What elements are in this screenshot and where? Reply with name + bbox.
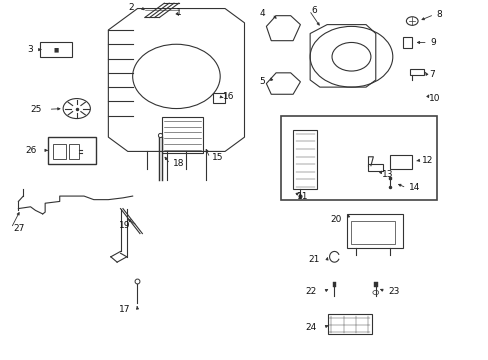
Text: 13: 13 <box>381 170 393 179</box>
Text: 15: 15 <box>212 153 224 162</box>
Text: 7: 7 <box>428 70 434 79</box>
Bar <box>281 116 436 200</box>
Text: 19: 19 <box>119 221 130 230</box>
Text: 2: 2 <box>128 3 133 12</box>
Text: 25: 25 <box>30 105 41 114</box>
Text: 6: 6 <box>311 6 317 15</box>
Text: 20: 20 <box>330 215 341 224</box>
Bar <box>162 117 203 153</box>
Text: 22: 22 <box>305 287 316 296</box>
Text: 16: 16 <box>222 92 234 101</box>
Text: 21: 21 <box>308 255 319 264</box>
Bar <box>69 144 79 158</box>
Bar <box>368 164 382 171</box>
Bar <box>409 69 424 75</box>
Text: 3: 3 <box>27 45 33 54</box>
Text: 17: 17 <box>119 305 130 314</box>
Bar <box>332 282 336 287</box>
Bar <box>389 155 411 169</box>
Text: 9: 9 <box>429 38 435 47</box>
Text: 12: 12 <box>421 156 432 165</box>
Bar <box>40 42 72 57</box>
Text: 26: 26 <box>25 146 36 155</box>
Text: 18: 18 <box>172 159 183 168</box>
Text: 23: 23 <box>387 287 399 296</box>
Text: 14: 14 <box>408 183 419 192</box>
Text: 10: 10 <box>428 94 440 103</box>
Bar <box>292 130 317 189</box>
Bar <box>327 314 371 334</box>
Text: 11: 11 <box>296 192 307 201</box>
Text: 24: 24 <box>305 323 316 332</box>
Text: 27: 27 <box>14 224 25 233</box>
Text: 5: 5 <box>259 77 264 86</box>
Text: 4: 4 <box>259 9 264 18</box>
Text: 8: 8 <box>436 10 442 19</box>
Bar <box>212 93 224 103</box>
Bar <box>53 144 65 158</box>
Bar <box>373 282 377 287</box>
Bar <box>346 214 402 248</box>
Text: 1: 1 <box>176 8 182 17</box>
Text: ■: ■ <box>54 47 59 52</box>
Bar <box>351 221 394 244</box>
Bar <box>47 137 96 164</box>
